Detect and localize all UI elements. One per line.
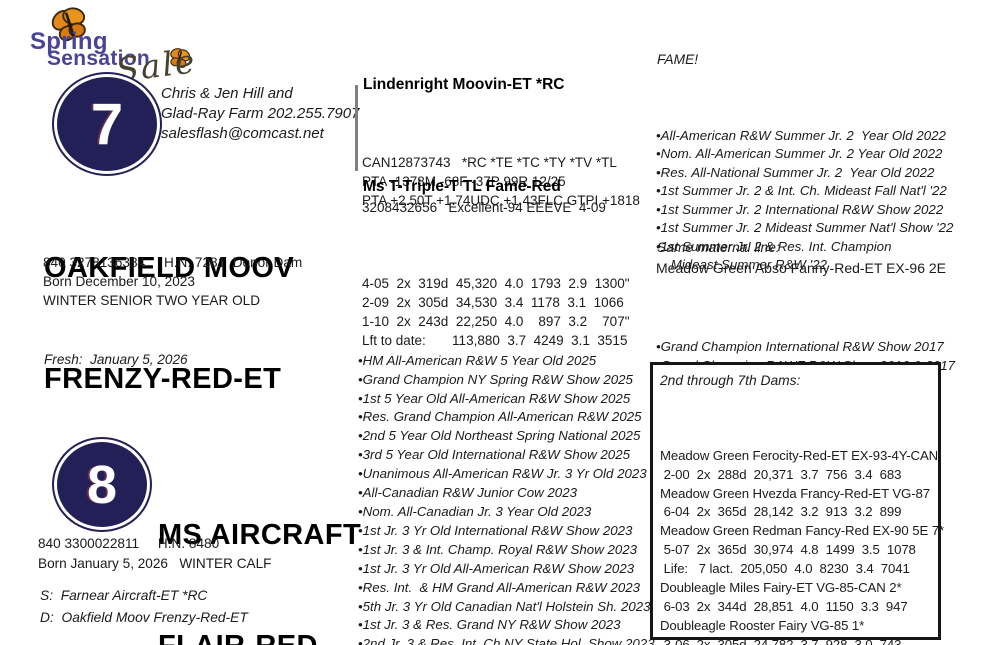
show-award-list: •HM All-American R&W 5 Year Old 2025 •Gra… — [358, 295, 655, 645]
maternal-dam-name: Meadow Green Abso Fanny-Red-ET EX-96 2E — [656, 260, 947, 276]
show-award-line: •5th Jr. 3 Yr Old Canadian Nat'l Holstei… — [358, 598, 651, 614]
fame-award-line: •1st Summer Jr. 2 Mideast Summer Nat'l S… — [656, 220, 954, 235]
age-class-line-lot7: WINTER SENIOR TWO YEAR OLD — [43, 293, 261, 308]
lactation-record: Lft to date: 113,880 3.7 4249 3.1 3515 — [362, 333, 628, 348]
fame-heading: FAME! — [657, 52, 699, 67]
show-award-line: •Res. Int. & HM Grand All-American R&W 2… — [358, 579, 641, 595]
dam-entry-line: Meadow Green Ferocity-Red-ET EX-93-4Y-CA… — [660, 447, 939, 463]
fresh-date-line: Fresh: January 5, 2026 — [44, 352, 188, 367]
consignor-line: Glad-Ray Farm 202.255.7907 — [161, 105, 360, 122]
lot-number-badge-8: 8 — [52, 437, 152, 532]
dam-entry-line: 5-07 2x 365d 30,974 4.8 1499 3.5 1078 — [660, 542, 916, 558]
show-award-line: •2nd Jr. 3 & Res. Int. Ch.NY State Hol. … — [358, 636, 655, 645]
dams-entry-list: Meadow Green Ferocity-Red-ET EX-93-4Y-CA… — [660, 390, 944, 645]
dam-entry-line: Doubleagle Rooster Fairy VG-85 1* — [660, 617, 865, 633]
dam-entry-line: 6-03 2x 344d 28,851 4.0 1150 3.3 947 — [660, 598, 908, 614]
show-award-line: •1st Jr. 3 Yr Old All-American R&W Show … — [358, 560, 635, 576]
lot-number-7: 7 — [57, 77, 157, 171]
fame-award-list: •All-American R&W Summer Jr. 2 Year Old … — [656, 71, 953, 275]
dam-entry-line: 3-06 2x 305d 24,782 3.7 928 3.0 743 — [660, 636, 902, 645]
show-award-line: •Res. Grand Champion All-American R&W 20… — [358, 409, 642, 425]
butterfly-icon — [51, 7, 86, 42]
consignor-line: Chris & Jen Hill and — [161, 85, 293, 102]
maternal-award-line: •Grand Champion International R&W Show 2… — [656, 339, 944, 354]
dam-id-line: 3208432656 Excellent-94 EEEVE 4-09 — [362, 200, 606, 215]
show-award-line: •All-Canadian R&W Junior Cow 2023 — [358, 485, 577, 501]
dam-name: Ms T-Triple-T TL Fame-Red — [363, 178, 561, 195]
animal-name-line: FLAIR-RED — [158, 628, 361, 645]
consignor-line: salesflash@comcast.net — [161, 125, 324, 142]
show-award-line: •1st Jr. 3 Yr Old International R&W Show… — [358, 522, 633, 538]
show-award-line: •1st Jr. 3 & Res. Grand NY R&W Show 2023 — [358, 617, 621, 633]
dam-entry-line: Meadow Green Redman Fancy-Red EX-90 5E 7… — [660, 523, 944, 539]
lot-number-badge-7: 7 — [52, 72, 162, 176]
dam-entry-line: Doubleagle Miles Fairy-ET VG-85-CAN 2* — [660, 580, 902, 596]
fame-award-line: •All-American R&W Summer Jr. 2 Year Old … — [656, 127, 946, 143]
born-line-lot8: Born January 5, 2026 WINTER CALF — [38, 556, 272, 571]
dam-entry-line: 6-04 2x 365d 28,142 3.2 913 3.2 899 — [660, 504, 902, 520]
animal-name-lot8: MS AIRCRAFT FLAIR-RED — [158, 443, 361, 645]
show-award-line: •1st Jr. 3 & Int. Champ. Royal R&W Show … — [358, 541, 638, 557]
born-line-lot7: Born December 10, 2023 — [43, 274, 195, 289]
reg-id-line-lot7: 840 3278136384 H.N. 7281 Donor Dam — [43, 255, 303, 270]
sire-data-line: PTA -1378M -68F -37P 99R 12/25 — [362, 174, 566, 189]
show-award-line: •Unanimous All-American R&W Jr. 3 Yr Old… — [358, 466, 647, 482]
lactation-record: 2-09 2x 305d 34,530 3.4 1178 3.1 1066 — [362, 295, 624, 310]
pedigree-rule — [355, 85, 358, 171]
animal-name-line: MS AIRCRAFT — [158, 519, 362, 551]
maternal-award-list: •Grand Champion International R&W Show 2… — [656, 280, 955, 375]
show-award-line: •3rd 5 Year Old International R&W Show 2… — [358, 447, 630, 463]
show-award-line: •Grand Champion NY Spring R&W Show 2025 — [358, 371, 633, 387]
animal-name-lot7: OAKFIELD MOOV FRENZY-RED-ET — [44, 176, 294, 472]
lactation-record: 4-05 2x 319d 45,320 4.0 1793 2.9 1300" — [362, 276, 630, 291]
fame-award-line: •1st Summer Jr. 2 & Int. Ch. Mideast Fal… — [656, 183, 947, 198]
consignor-info: Chris & Jen Hill and Glad-Ray Farm 202.25… — [161, 84, 359, 144]
reg-id-line-lot8: 840 3300022811 H.N. 8480 — [38, 536, 220, 551]
animal-name-line: FRENZY-RED-ET — [44, 363, 282, 395]
lactation-record: 1-10 2x 243d 22,250 4.0 897 3.2 707" — [362, 314, 630, 329]
lot-number-8: 8 — [57, 442, 147, 527]
maternal-line-heading: Same maternal line: — [657, 240, 780, 255]
sire-data-line: PTA +2.50T +1.74UDC +1.43FLC GTPI +1818 — [362, 193, 640, 208]
sire-line-lot8: S: Farnear Aircraft-ET *RC — [40, 588, 208, 603]
animal-name-line: OAKFIELD MOOV — [44, 252, 295, 284]
fame-award-line: •Nom. All-American Summer Jr. 2 Year Old… — [656, 146, 943, 161]
butterfly-icon — [170, 48, 191, 68]
sire-data-lines: CAN12873743 *RC *TE *TC *TY *TV *TL PTA -… — [362, 96, 640, 210]
fame-award-line: Mideast Summer R&W '22 — [656, 257, 828, 272]
logo-word-sensation: Sensation — [47, 47, 151, 70]
sire-name: Lindenright Moovin-ET *RC — [363, 76, 565, 93]
dam-entry-line: Meadow Green Hvezda Francy-Red-ET VG-87 — [660, 485, 930, 501]
show-award-line: •Nom. All-Canadian Jr. 3 Year Old 2023 — [358, 503, 592, 519]
fame-award-line: •1st Summer Jr. 2 & Res. Int. Champion — [656, 238, 892, 254]
fame-award-line: •Res. All-National Summer Jr. 2 Year Old… — [656, 164, 935, 180]
dams-box: 2nd through 7th Dams: Meadow Green Feroc… — [650, 362, 944, 645]
dam-entry-line: Life: 7 lact. 205,050 4.0 8230 3.4 7041 — [660, 561, 910, 577]
lactation-records: 4-05 2x 319d 45,320 4.0 1793 2.9 1300" 2-… — [362, 217, 630, 350]
show-award-line: •HM All-American R&W 5 Year Old 2025 — [358, 352, 597, 368]
dam-line-lot8: D: Oakfield Moov Frenzy-Red-ET — [40, 610, 248, 625]
dam-entry-line: 2-00 2x 288d 20,371 3.7 756 3.4 683 — [660, 466, 902, 482]
show-award-line: •2nd 5 Year Old Northeast Spring Nationa… — [358, 428, 641, 444]
sire-data-line: CAN12873743 *RC *TE *TC *TY *TV *TL — [362, 155, 617, 170]
show-award-line: •1st 5 Year Old All-American R&W Show 20… — [358, 390, 631, 406]
fame-award-line: •1st Summer Jr. 2 International R&W Show… — [656, 201, 944, 217]
logo-word-spring: Spring — [30, 28, 108, 55]
dams-box-heading: 2nd through 7th Dams: — [660, 373, 801, 388]
